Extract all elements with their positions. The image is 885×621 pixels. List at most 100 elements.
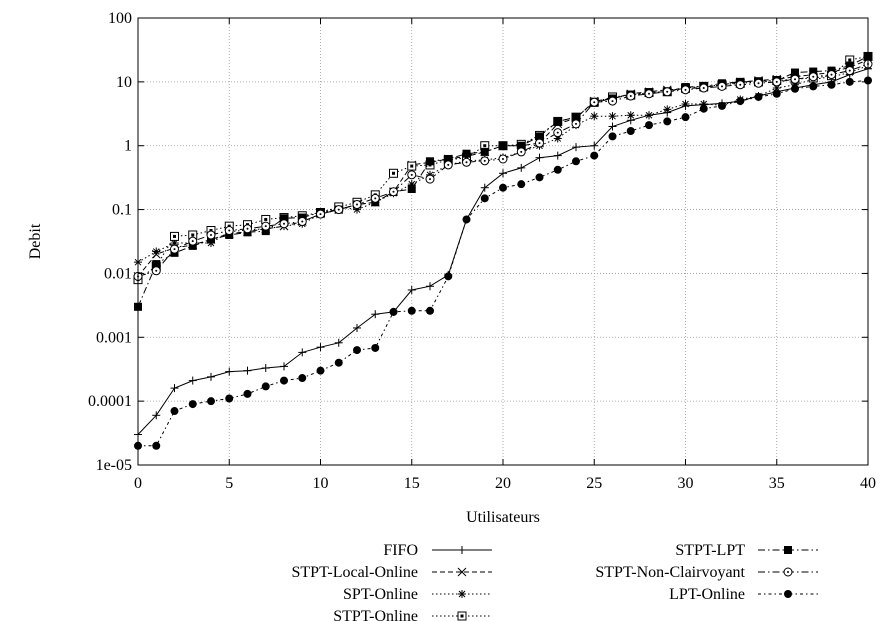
legend-entry: STPT-Non-Clairvoyant	[595, 564, 818, 581]
data-point	[444, 154, 453, 163]
data-point	[207, 235, 215, 244]
data-point	[460, 614, 464, 618]
data-point	[739, 83, 742, 86]
data-point	[699, 100, 708, 109]
data-point	[353, 346, 361, 355]
x-tick-label: 35	[769, 475, 785, 492]
data-point	[791, 68, 799, 77]
data-point	[535, 132, 544, 141]
data-point	[784, 546, 792, 554]
data-point	[791, 84, 799, 93]
data-point	[371, 343, 380, 352]
series-stpt-lpt	[134, 52, 872, 311]
legend-label: FIFO	[383, 542, 418, 559]
x-tick-label: 40	[860, 475, 876, 492]
data-point	[784, 590, 792, 598]
data-point	[794, 78, 796, 81]
y-tick-label: 100	[108, 10, 132, 27]
data-point	[426, 157, 434, 166]
data-point	[517, 141, 526, 150]
data-point	[757, 82, 760, 85]
data-point	[681, 113, 690, 122]
data-point	[608, 132, 617, 141]
data-point	[407, 180, 416, 189]
data-point	[173, 234, 176, 238]
data-point	[535, 173, 544, 182]
data-point	[261, 382, 270, 391]
data-point	[499, 141, 507, 150]
data-point	[407, 306, 416, 315]
data-point	[246, 227, 249, 230]
x-tick-label: 30	[678, 475, 694, 492]
data-point	[775, 80, 778, 83]
legend: FIFO STPT-Local-Online SPT-Online STPT-Onli…	[292, 542, 818, 621]
data-point	[392, 171, 395, 175]
data-point	[556, 131, 559, 134]
legend-entry: STPT-Online	[333, 608, 492, 621]
data-point	[645, 121, 653, 130]
legend-entry: FIFO	[383, 542, 492, 559]
data-point	[410, 173, 413, 176]
data-point	[648, 92, 650, 95]
data-point	[754, 92, 763, 101]
legend-entry: STPT-LPT	[675, 542, 818, 559]
data-point	[502, 157, 504, 160]
x-tick-label: 0	[134, 475, 142, 492]
y-tick-label: 1e-05	[96, 457, 132, 474]
data-point	[264, 225, 267, 228]
data-point	[812, 75, 815, 78]
data-point	[191, 240, 194, 243]
data-point	[319, 213, 322, 216]
data-point	[663, 117, 672, 126]
data-point	[483, 159, 486, 162]
data-point	[243, 389, 252, 398]
data-point	[410, 164, 414, 168]
data-point	[173, 248, 176, 251]
data-point	[188, 241, 197, 250]
data-point	[736, 97, 745, 106]
data-point	[426, 306, 434, 315]
data-point	[645, 111, 653, 120]
data-point	[207, 397, 215, 406]
data-point	[787, 571, 789, 573]
data-point	[353, 205, 361, 214]
data-point	[845, 61, 854, 70]
data-point	[608, 112, 617, 121]
data-point	[480, 194, 489, 203]
data-point	[809, 82, 818, 91]
data-point	[666, 90, 669, 93]
y-tick-label: 0.0001	[88, 393, 132, 410]
data-point	[830, 73, 833, 76]
data-point	[593, 101, 596, 104]
x-tick-label: 10	[313, 475, 329, 492]
data-point	[845, 77, 854, 86]
y-tick-label: 0.1	[112, 202, 132, 219]
data-point	[301, 220, 304, 223]
data-point	[721, 85, 723, 88]
data-point	[684, 88, 687, 91]
series-stpt-non-clairvoyant	[133, 59, 873, 281]
data-point	[228, 229, 231, 232]
grid-lines	[138, 18, 868, 465]
data-point	[374, 197, 377, 200]
legend-label: SPT-Online	[343, 586, 418, 603]
data-point	[572, 157, 580, 166]
data-point	[827, 80, 836, 89]
data-point	[264, 217, 268, 221]
series-line	[137, 55, 869, 281]
data-point	[298, 374, 307, 383]
data-point	[702, 87, 705, 90]
legend-label: LPT-Online	[669, 586, 745, 603]
data-point	[429, 178, 431, 181]
data-point	[191, 233, 195, 237]
legend-entry: SPT-Online	[343, 586, 492, 603]
data-point	[848, 69, 851, 72]
data-point	[772, 89, 781, 98]
legend-label: STPT-Online	[333, 608, 418, 621]
data-point	[517, 180, 526, 189]
data-point	[458, 590, 466, 598]
x-tick-label: 5	[225, 475, 233, 492]
data-point	[499, 183, 507, 192]
data-point	[626, 111, 635, 120]
y-tick-label: 10	[116, 74, 132, 91]
